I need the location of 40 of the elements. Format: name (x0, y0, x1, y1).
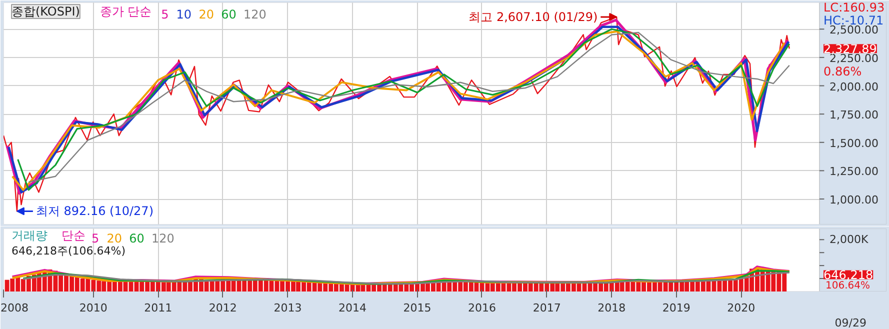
text: 10 (176, 8, 192, 22)
y-tick-label: 1,000.00 (830, 194, 878, 207)
x-tick-label: 2011 (144, 302, 172, 314)
text: 09/29 (834, 316, 867, 329)
text: 20 (198, 8, 214, 22)
x-tick-label: 2013 (274, 302, 302, 314)
y-tick-label: 1,500.00 (830, 136, 878, 150)
x-tick-label: 2014 (338, 302, 367, 314)
y-tick-label: 1,750.00 (830, 108, 878, 122)
text: 0.86% (824, 64, 862, 78)
text: 120 (152, 232, 174, 246)
x-tick-label: 2019 (662, 302, 690, 314)
y-tick-label: 2,000K (830, 233, 869, 246)
text: 5 (161, 8, 169, 22)
text: LC:160.93 (824, 0, 885, 14)
annotation: 최저 892.16 (10/27) (36, 204, 154, 218)
x-tick-label: 2018 (598, 302, 626, 314)
x-tick-label: 2020 (727, 302, 756, 314)
text: 106.64% (826, 280, 870, 292)
y-tick-label: 1,250.00 (830, 165, 878, 178)
x-tick-label: 2012 (208, 302, 237, 314)
annotation: 646,218 (824, 268, 874, 282)
y-tick-label: 2,500.00 (830, 24, 878, 37)
x-tick-label: 2016 (468, 302, 496, 314)
legend-title: 단순 (62, 228, 86, 242)
chart-title: 거래량 (12, 228, 48, 242)
text: 60 (129, 232, 144, 246)
text: 646,218주(106.64%) (12, 244, 126, 258)
y-tick-label: 2,000.00 (830, 80, 878, 94)
annotation: 최고 2,607.10 (01/29) (468, 10, 598, 24)
text: 120 (244, 8, 266, 22)
x-tick-label: 2008 (0, 302, 28, 314)
x-tick-label: 2015 (403, 302, 432, 314)
text: 5 (92, 232, 100, 246)
chart-title: 종합(KOSPI) (12, 4, 80, 18)
legend-title: 종가 단순 (100, 4, 152, 18)
text: 20 (106, 232, 122, 246)
text: 60 (221, 8, 236, 22)
x-tick-label: 2017 (532, 302, 561, 314)
x-tick-label: 2010 (79, 302, 108, 314)
